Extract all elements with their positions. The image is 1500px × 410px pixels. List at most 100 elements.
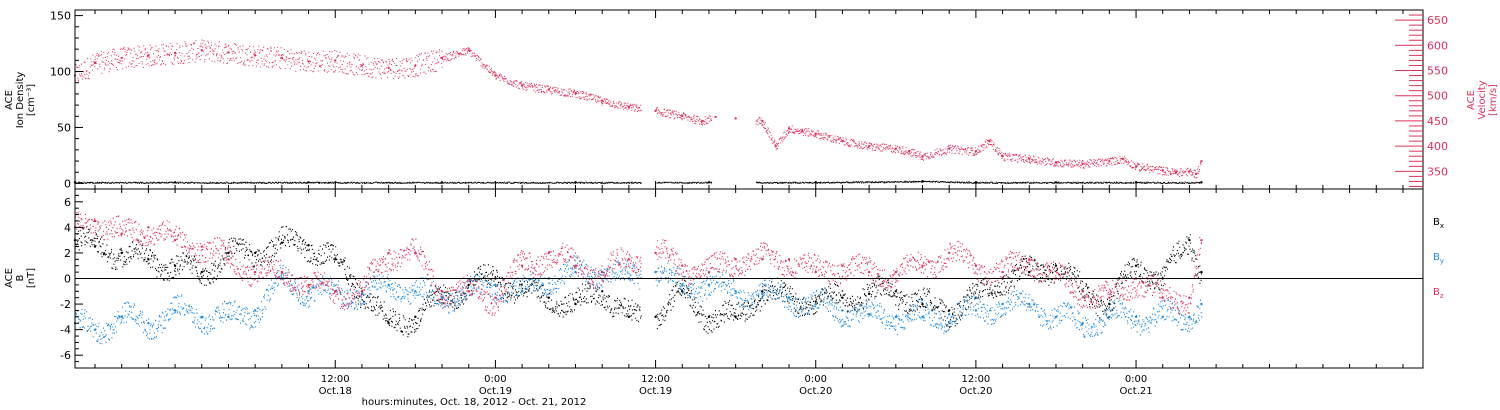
legend-subscript: y xyxy=(1440,257,1444,265)
series-bz-point-19 xyxy=(574,264,577,267)
time-tick-label-5: 0:00 xyxy=(1125,374,1147,385)
time-tick-label-1: 0:00 xyxy=(484,374,506,385)
density-tick-label-1: 50 xyxy=(57,121,71,134)
top-series-0-point-4 xyxy=(173,51,177,55)
series-bz-point-36 xyxy=(1028,258,1031,261)
series-bx-point-12 xyxy=(387,322,390,325)
series-bz-point-23 xyxy=(681,264,684,267)
series-by-point-22 xyxy=(654,270,657,274)
top-left-label-line-2: [cm⁻³] xyxy=(26,84,37,116)
density-tick-label-3: 150 xyxy=(50,10,71,23)
series-by-point-5 xyxy=(200,315,203,319)
series-bx-point-37 xyxy=(1054,264,1058,267)
series-bz-point-32 xyxy=(921,264,924,267)
date-tick-label-4: Oct.20 xyxy=(959,386,992,397)
field-tick-label-4: 2 xyxy=(64,247,71,260)
top-series-0-point-26 xyxy=(734,117,737,120)
date-tick-label-0: Oct.18 xyxy=(319,386,352,397)
series-by-point-16 xyxy=(494,283,497,287)
series-bz-point-20 xyxy=(600,270,604,274)
series-bz-point-43 xyxy=(1200,238,1203,242)
field-tick-label-0: -6 xyxy=(60,349,71,362)
series-by-point-42 xyxy=(1188,315,1191,319)
series-bx-point-13 xyxy=(414,315,417,319)
series-bz-point-27 xyxy=(787,258,791,261)
series-bz-point-34 xyxy=(974,264,978,267)
date-tick-label-3: Oct.20 xyxy=(799,386,832,397)
top-series-0-point-9 xyxy=(307,60,310,63)
series-bx-point-22 xyxy=(654,315,657,319)
top-series-0-point-50 xyxy=(1194,172,1198,176)
date-tick-label-2: Oct.19 xyxy=(639,386,672,397)
series-by-point-7 xyxy=(253,309,257,312)
top-series-0-point-12 xyxy=(387,66,390,70)
legend-symbol: B xyxy=(1433,252,1440,263)
series-bz-point-13 xyxy=(414,251,417,255)
field-tick-label-2: -2 xyxy=(60,298,71,311)
legend-subscript: z xyxy=(1440,292,1444,300)
top-left-label-line-0: ACE xyxy=(4,90,15,110)
series-by-point-17 xyxy=(520,290,524,293)
series-bz-point-9 xyxy=(307,283,310,287)
top-panel-series xyxy=(73,39,1203,184)
series-by-point-40 xyxy=(1134,315,1138,319)
series-bz-point-16 xyxy=(494,296,497,299)
top-series-0-point-28 xyxy=(774,144,777,148)
series-bx-point-8 xyxy=(280,241,284,244)
top-series-0-point-47 xyxy=(1161,169,1164,172)
bottom-left-label-line-0: ACE xyxy=(4,268,15,288)
top-series-0-point-3 xyxy=(147,54,150,57)
series-bx-point-42 xyxy=(1188,238,1191,242)
series-bx-point-10 xyxy=(334,258,337,261)
velocity-tick-label-5: 600 xyxy=(1427,39,1448,52)
series-bz-point-3 xyxy=(147,226,150,229)
density-tick-label-2: 100 xyxy=(50,66,71,79)
series-bx-point-20 xyxy=(600,290,604,293)
top-series-0-point-20 xyxy=(600,99,604,102)
series-by-point-13 xyxy=(414,290,417,293)
time-axis-label: hours:minutes, Oct. 18, 2012 - Oct. 21, … xyxy=(362,397,587,408)
time-tick-label-3: 0:00 xyxy=(804,374,826,385)
series-by-point-12 xyxy=(387,283,390,287)
series-by-point-29 xyxy=(841,309,844,312)
time-axis: 12:00Oct.180:00Oct.1912:00Oct.190:00Oct.… xyxy=(94,10,1404,397)
velocity-tick-label-0: 350 xyxy=(1427,165,1448,178)
field-tick-label-6: 6 xyxy=(64,196,71,209)
legend-subscript: x xyxy=(1440,222,1444,230)
field-tick-label-5: 4 xyxy=(64,221,71,234)
series-by-point-43 xyxy=(1200,302,1203,306)
density-axis-label: ACEIon Density[cm⁻³] xyxy=(4,72,37,129)
density-tick-label-0: 0 xyxy=(64,177,71,190)
top-series-0-point-27 xyxy=(761,119,764,123)
bottom-left-label-line-1: B xyxy=(15,274,26,281)
date-tick-label-5: Oct.21 xyxy=(1119,386,1152,397)
top-left-label-line-1: Ion Density xyxy=(15,72,26,129)
series-by-point-26 xyxy=(761,292,764,296)
velocity-axis-label: ACEVelocity[km/s] xyxy=(1466,80,1499,119)
series-bz-point-14 xyxy=(440,290,444,293)
top-right-label-line-0: ACE xyxy=(1466,90,1477,110)
top-right-label-line-2: [km/s] xyxy=(1488,84,1499,116)
legend-bx: Bx xyxy=(1433,217,1444,230)
series-bz-point-5 xyxy=(200,245,203,248)
series-bx-point-28 xyxy=(814,300,817,303)
date-tick-label-1: Oct.19 xyxy=(479,386,512,397)
series-bz-point-41 xyxy=(1161,296,1164,299)
top-series-0-scatter xyxy=(75,39,1203,179)
series-bx-point-9 xyxy=(307,244,310,247)
series-by-point-33 xyxy=(947,313,951,316)
series-by-point-23 xyxy=(681,283,684,287)
series-by-point-34 xyxy=(974,309,978,312)
top-series-0-point-36 xyxy=(921,155,924,158)
field-axis-label: ACEB[nT] xyxy=(4,268,37,288)
velocity-tick-label-3: 500 xyxy=(1427,90,1448,103)
series-bx-point-26 xyxy=(761,290,764,293)
time-tick-label-0: 12:00 xyxy=(321,374,350,385)
series-by-point-4 xyxy=(173,309,177,312)
legend-by: By xyxy=(1433,252,1444,265)
series-bz-point-31 xyxy=(894,270,898,274)
